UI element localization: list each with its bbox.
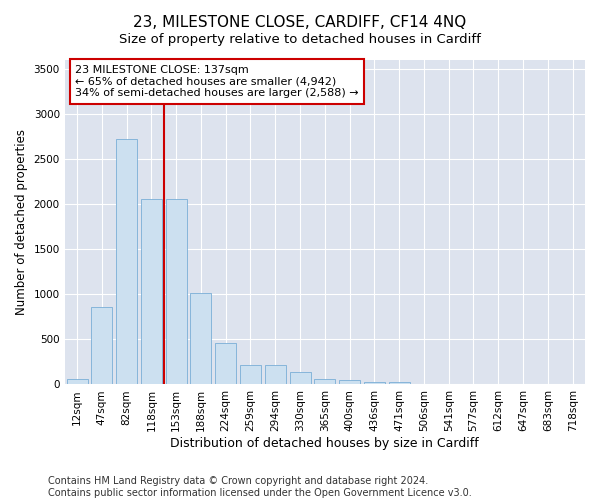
Text: 23, MILESTONE CLOSE, CARDIFF, CF14 4NQ: 23, MILESTONE CLOSE, CARDIFF, CF14 4NQ [133,15,467,30]
Bar [67,379,88,384]
Bar [339,380,360,384]
Bar [389,382,410,384]
Bar [240,364,261,384]
Y-axis label: Number of detached properties: Number of detached properties [15,129,28,315]
Text: Size of property relative to detached houses in Cardiff: Size of property relative to detached ho… [119,32,481,46]
Bar [290,372,311,384]
Bar [314,378,335,384]
Text: 23 MILESTONE CLOSE: 137sqm
← 65% of detached houses are smaller (4,942)
34% of s: 23 MILESTONE CLOSE: 137sqm ← 65% of deta… [75,65,359,98]
Bar [364,382,385,384]
Text: Contains HM Land Registry data © Crown copyright and database right 2024.
Contai: Contains HM Land Registry data © Crown c… [48,476,472,498]
Bar [215,344,236,384]
Bar [265,365,286,384]
Bar [190,294,211,384]
Bar [91,307,112,384]
X-axis label: Distribution of detached houses by size in Cardiff: Distribution of detached houses by size … [170,437,479,450]
Bar [116,140,137,384]
Bar [166,199,187,384]
Bar [141,199,162,384]
